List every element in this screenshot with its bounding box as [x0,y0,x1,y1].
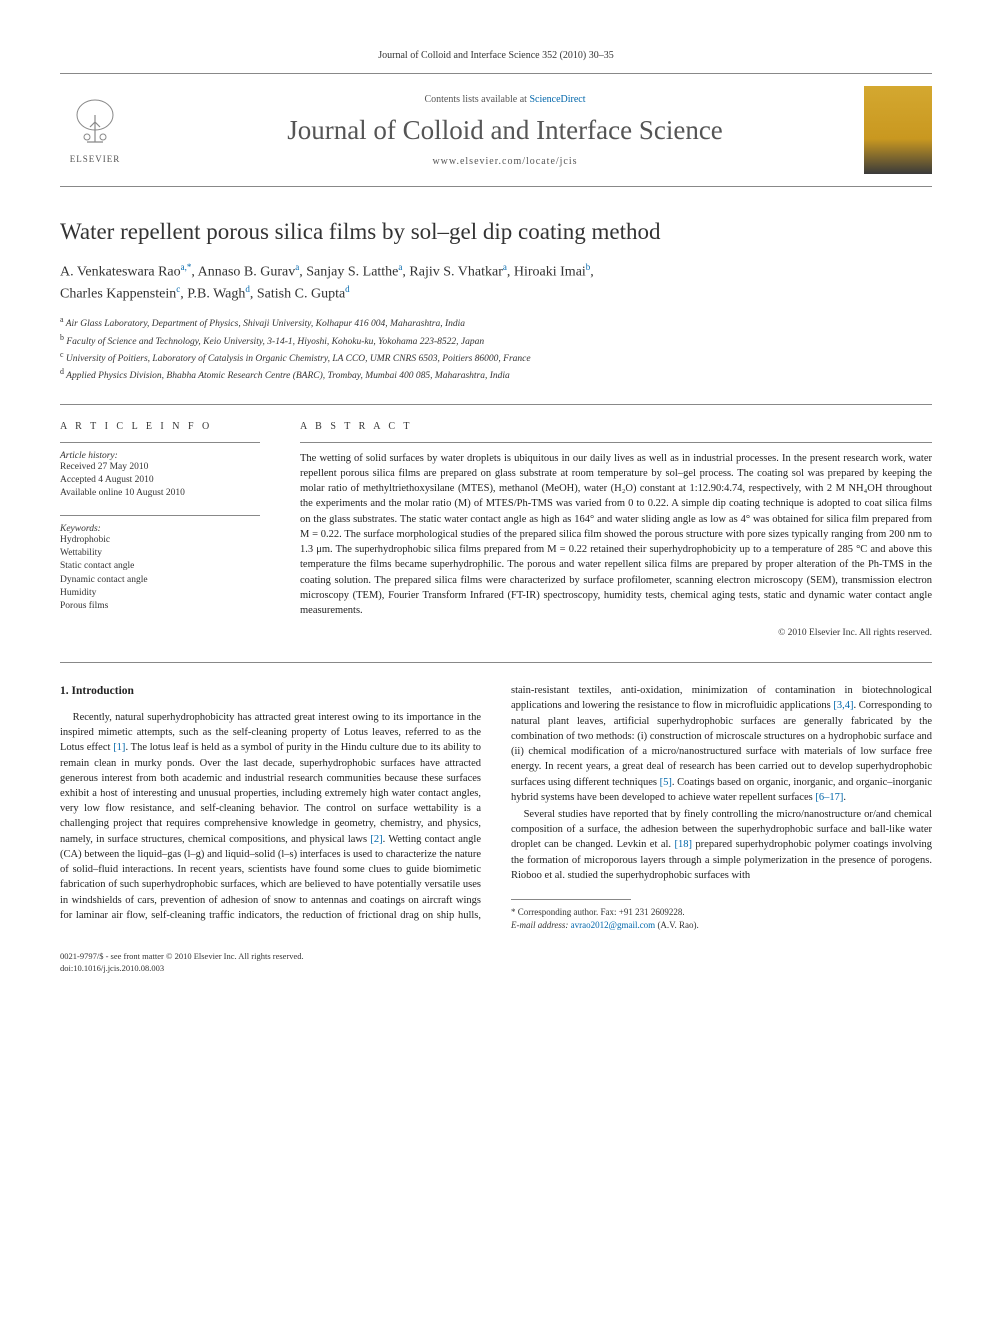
page-footer: 0021-9797/$ - see front matter © 2010 El… [60,951,932,975]
keywords-label: Keywords: [60,524,260,534]
journal-cover-thumbnail [864,86,932,174]
abstract-block: A B S T R A C T The wetting of solid sur… [300,421,932,638]
meta-section: A R T I C L E I N F O Article history: R… [60,404,932,638]
history-label: Article history: [60,451,260,461]
copyright: © 2010 Elsevier Inc. All rights reserved… [300,628,932,638]
history-item: Received 27 May 2010 [60,461,260,474]
keyword: Hydrophobic [60,534,260,547]
elsevier-tree-icon [65,97,125,152]
keyword: Wettability [60,547,260,560]
section-heading: 1. Introduction [60,683,481,700]
publisher-name: ELSEVIER [70,154,121,164]
abstract-text: The wetting of solid surfaces by water d… [300,451,932,618]
keyword: Porous films [60,600,260,613]
affiliations: a Air Glass Laboratory, Department of Ph… [60,314,932,384]
running-header: Journal of Colloid and Interface Science… [60,50,932,61]
corresponding-footnote: * Corresponding author. Fax: +91 231 260… [511,906,932,931]
elsevier-logo: ELSEVIER [60,90,130,170]
article-info: A R T I C L E I N F O Article history: R… [60,421,260,638]
article-title: Water repellent porous silica films by s… [60,217,932,247]
journal-info: Contents lists available at ScienceDirec… [146,94,864,167]
masthead: ELSEVIER Contents lists available at Sci… [60,73,932,187]
journal-name: Journal of Colloid and Interface Science [146,115,864,146]
history-item: Accepted 4 August 2010 [60,474,260,487]
ref-link[interactable]: [3,4] [833,700,853,711]
sciencedirect-link[interactable]: ScienceDirect [529,94,585,105]
email-link[interactable]: avrao2012@gmail.com [571,920,656,930]
ref-link[interactable]: [5] [660,777,672,788]
author-list: A. Venkateswara Raoa,*, Annaso B. Gurava… [60,261,932,304]
journal-url[interactable]: www.elsevier.com/locate/jcis [146,156,864,167]
keyword: Static contact angle [60,560,260,573]
keyword: Humidity [60,587,260,600]
article-info-heading: A R T I C L E I N F O [60,421,260,432]
ref-link[interactable]: [6–17] [815,792,843,803]
ref-link[interactable]: [1] [113,742,125,753]
history-item: Available online 10 August 2010 [60,487,260,500]
ref-link[interactable]: [18] [674,839,692,850]
article-body: 1. Introduction Recently, natural superh… [60,662,932,931]
sciencedirect-line: Contents lists available at ScienceDirec… [146,94,864,105]
keyword: Dynamic contact angle [60,574,260,587]
ref-link[interactable]: [2] [370,834,382,845]
abstract-heading: A B S T R A C T [300,421,932,432]
body-paragraph: Several studies have reported that by fi… [511,807,932,883]
